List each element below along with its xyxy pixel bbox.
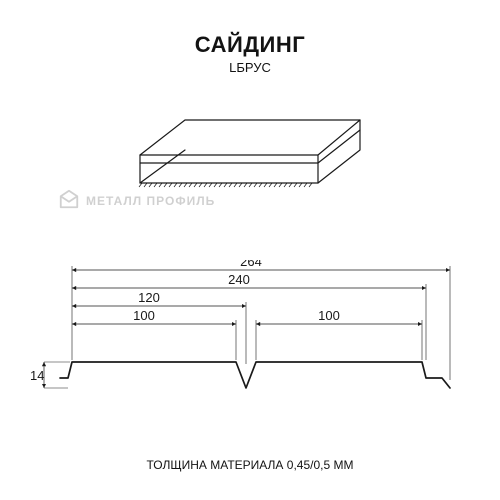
svg-text:100: 100 [318, 308, 340, 323]
svg-text:100: 100 [133, 308, 155, 323]
product-subtitle: LБРУС [0, 60, 500, 75]
brand-watermark: МЕТАЛЛ ПРОФИЛЬ [58, 188, 215, 213]
brand-logo-icon [58, 188, 80, 213]
svg-text:14: 14 [30, 368, 44, 383]
material-thickness-note: ТОЛЩИНА МАТЕРИАЛА 0,45/0,5 ММ [0, 458, 500, 472]
product-title: САЙДИНГ [0, 32, 500, 58]
svg-text:240: 240 [228, 272, 250, 287]
svg-text:120: 120 [138, 290, 160, 305]
title-block: САЙДИНГ LБРУС [0, 32, 500, 75]
brand-watermark-text: МЕТАЛЛ ПРОФИЛЬ [86, 194, 215, 208]
cross-section-drawing: 264 240 120 100 100 14 [30, 260, 470, 420]
svg-text:264: 264 [240, 260, 262, 269]
